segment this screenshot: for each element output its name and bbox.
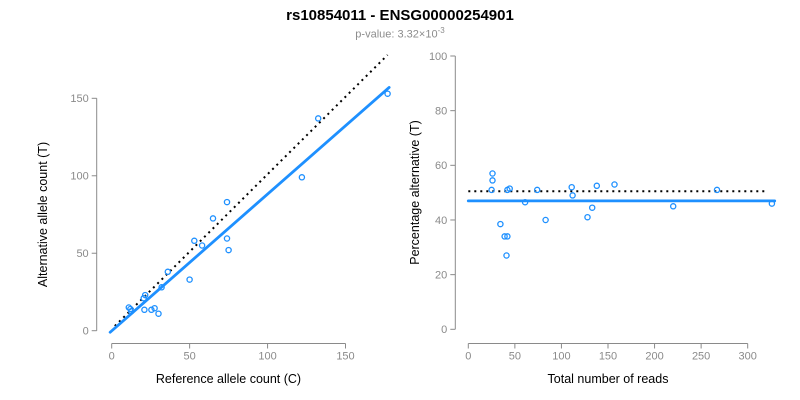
y-tick-label: 100 bbox=[429, 51, 447, 63]
data-point bbox=[593, 182, 601, 190]
data-point bbox=[141, 306, 148, 314]
data-point bbox=[223, 235, 231, 242]
right-scatter-plot: 0 50 100 150 200 250 300 0 20 40 60 80 100 bbox=[429, 51, 777, 363]
left-yaxis-title: Alternative allele count (T) bbox=[36, 142, 50, 287]
y-tick-label: 0 bbox=[83, 326, 89, 338]
data-point bbox=[521, 198, 529, 206]
data-point bbox=[314, 115, 322, 122]
x-tick-label: 250 bbox=[692, 351, 710, 363]
data-point bbox=[489, 170, 496, 177]
data-point bbox=[489, 177, 496, 184]
data-point bbox=[225, 246, 232, 254]
y-tick-label: 20 bbox=[435, 269, 447, 281]
x-tick-label: 300 bbox=[739, 351, 757, 363]
data-point bbox=[151, 304, 158, 312]
left-scatter-plot: 0 50 100 150 0 50 100 150 bbox=[70, 54, 391, 363]
data-point bbox=[191, 237, 198, 245]
left-xaxis-title: Reference allele count (C) bbox=[156, 372, 301, 386]
data-point bbox=[164, 268, 172, 276]
data-point bbox=[198, 242, 206, 249]
data-point bbox=[140, 294, 147, 302]
right-xaxis-title: Total number of reads bbox=[548, 372, 669, 386]
right-yaxis-title: Percentage alternative (T) bbox=[408, 120, 422, 265]
reference-dotted-line bbox=[114, 54, 389, 327]
data-point bbox=[158, 284, 165, 291]
data-point bbox=[209, 215, 217, 222]
pvalue-exponent: -3 bbox=[437, 26, 445, 35]
x-tick-label: 200 bbox=[645, 351, 663, 363]
plot-subtitle: p-value: 3.32×10-3 bbox=[0, 26, 800, 41]
x-tick-label: 50 bbox=[509, 351, 521, 363]
data-point bbox=[611, 181, 618, 188]
data-point bbox=[568, 183, 575, 191]
data-point bbox=[141, 291, 149, 299]
data-point bbox=[298, 174, 306, 181]
data-point bbox=[503, 252, 510, 259]
x-tick-label: 100 bbox=[552, 351, 570, 363]
y-tick-label: 80 bbox=[435, 105, 447, 117]
data-point bbox=[501, 233, 508, 240]
data-point bbox=[504, 233, 511, 240]
data-point bbox=[148, 306, 155, 314]
data-point bbox=[542, 216, 549, 224]
data-point bbox=[223, 198, 231, 206]
x-tick-label: 0 bbox=[109, 351, 115, 363]
pvalue-text: p-value: 3.32×10 bbox=[355, 28, 438, 41]
data-point bbox=[669, 203, 677, 210]
x-tick-label: 150 bbox=[336, 351, 354, 363]
x-tick-label: 0 bbox=[465, 351, 471, 363]
plot-title: rs10854011 - ENSG00000254901 bbox=[286, 7, 514, 24]
x-tick-label: 50 bbox=[184, 351, 196, 363]
y-tick-label: 50 bbox=[76, 248, 88, 260]
data-point bbox=[384, 90, 391, 97]
x-tick-label: 100 bbox=[258, 351, 276, 363]
y-tick-label: 150 bbox=[70, 93, 88, 105]
y-tick-label: 40 bbox=[435, 215, 447, 227]
data-point bbox=[155, 310, 162, 317]
fit-line bbox=[108, 86, 391, 334]
y-tick-label: 100 bbox=[70, 171, 88, 183]
data-point bbox=[506, 185, 513, 192]
data-point bbox=[488, 186, 495, 194]
data-point bbox=[584, 213, 591, 221]
data-point bbox=[186, 276, 193, 283]
data-point bbox=[768, 200, 776, 207]
data-point bbox=[533, 186, 541, 194]
data-point bbox=[713, 186, 721, 194]
data-point bbox=[569, 192, 576, 199]
x-tick-label: 150 bbox=[599, 351, 617, 363]
data-point bbox=[497, 220, 504, 228]
y-tick-label: 60 bbox=[435, 160, 447, 172]
data-point bbox=[588, 204, 596, 211]
y-tick-label: 0 bbox=[441, 324, 447, 336]
data-point bbox=[127, 308, 135, 315]
